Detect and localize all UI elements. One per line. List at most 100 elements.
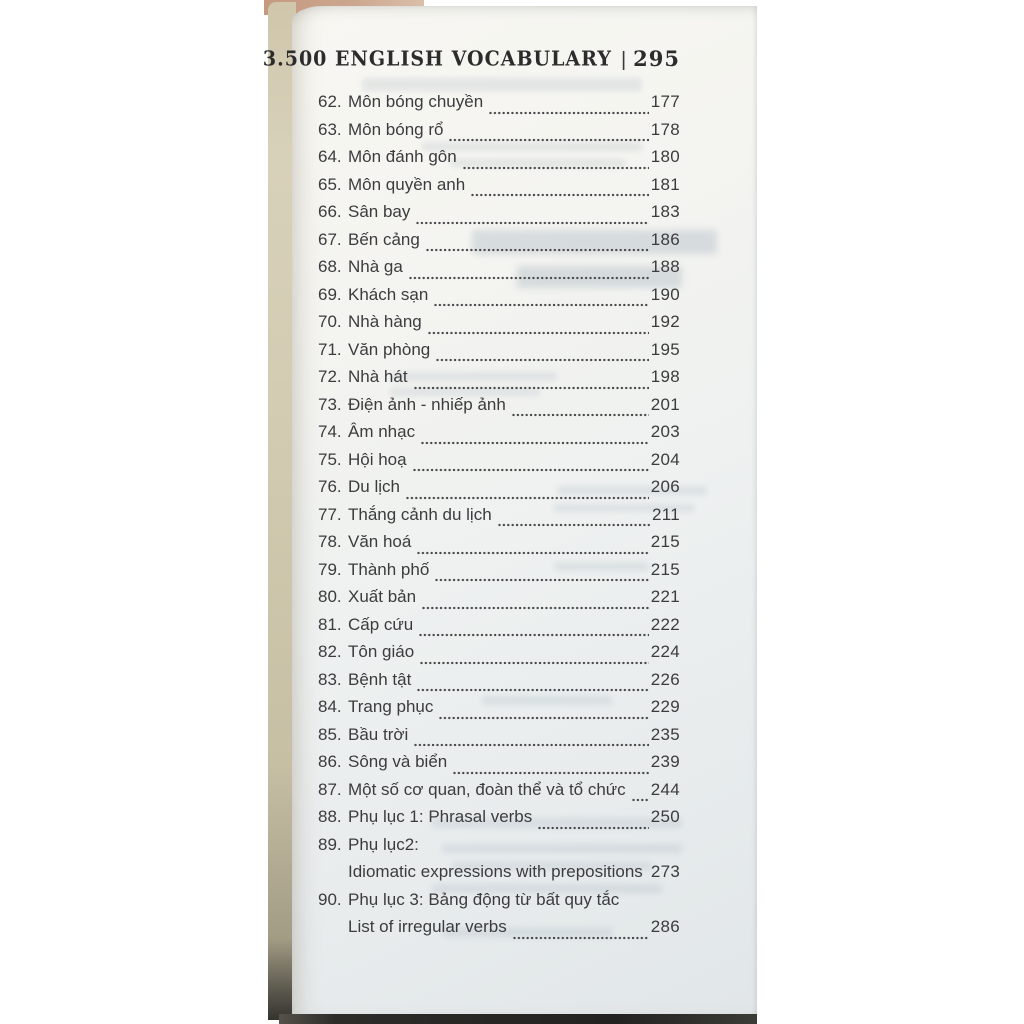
ghost-showthrough — [557, 486, 707, 495]
toc-entry: 75. Hội hoạ 204 — [318, 450, 680, 478]
toc-dotted-leader — [412, 468, 649, 472]
toc-entry-page: 178 — [650, 119, 680, 139]
toc-entry: 73. Điện ảnh - nhiếp ảnh 201 — [318, 395, 680, 423]
toc-entry-number: 89. — [318, 834, 342, 854]
toc-entry: 86. Sông và biển 239 — [318, 752, 680, 780]
toc-entry-page: 229 — [650, 697, 680, 716]
toc-dotted-leader — [453, 770, 649, 775]
toc-entry-number: 72. — [318, 367, 342, 386]
toc-entry: 81. Cấp cứu 222 — [318, 615, 680, 643]
toc-entry: 83. Bệnh tật 226 — [318, 670, 680, 698]
toc-entry-number: 80. — [318, 587, 342, 606]
toc-entry-number: 71. — [318, 339, 342, 359]
toc-entry-title: Phụ lục 3: Bảng động từ bất quy tắc — [348, 889, 620, 909]
toc-entry-title: Du lịch — [348, 477, 400, 496]
toc-dotted-leader — [419, 633, 649, 637]
toc-dotted-leader — [427, 330, 649, 335]
toc-entry-page: 215 — [650, 559, 680, 579]
ghost-showthrough — [482, 696, 612, 705]
toc-entry-number: 70. — [318, 312, 342, 331]
toc-entry-number: 66. — [318, 202, 342, 221]
toc-entry: 89. Phụ lục2: — [318, 835, 680, 863]
toc-dotted-leader — [497, 523, 650, 527]
toc-entry: 79. Thành phố 215 — [318, 560, 680, 588]
book-page-block-edge — [268, 2, 296, 1020]
ghost-showthrough — [362, 78, 642, 91]
toc-entry-title: Bến cảng — [348, 229, 420, 249]
ghost-showthrough — [554, 562, 649, 571]
toc-entry-number: 69. — [318, 284, 342, 304]
ghost-showthrough — [442, 928, 612, 937]
toc-entry-title: Điện ảnh - nhiếp ảnh — [348, 394, 506, 414]
toc-dotted-leader — [421, 440, 649, 445]
toc-entry-title: Bệnh tật — [348, 669, 412, 689]
toc-dotted-leader — [405, 495, 649, 500]
book-bottom-edge — [279, 1014, 757, 1024]
toc-entry: List of irregular verbs 286 — [318, 917, 680, 945]
toc-dotted-leader — [417, 688, 649, 692]
toc-entry: 72. Nhà hát 198 — [318, 367, 680, 395]
toc-entry: 80. Xuất bản 221 — [318, 587, 680, 615]
toc-dotted-leader — [449, 138, 649, 142]
toc-entry-number: 65. — [318, 174, 342, 194]
toc-entry-page: 180 — [650, 147, 680, 166]
toc-entry: 88. Phụ lục 1: Phrasal verbs 250 — [318, 807, 680, 835]
toc-dotted-leader — [434, 303, 649, 307]
toc-entry-title: Sông và biển — [348, 752, 448, 771]
toc-dotted-leader — [435, 578, 649, 582]
page-number: 295 — [633, 46, 680, 71]
toc-entry: 78. Văn hoá 215 — [318, 532, 680, 560]
toc-dotted-leader — [538, 825, 649, 830]
toc-dotted-leader — [471, 193, 649, 197]
toc-entry-number: 75. — [318, 449, 342, 469]
toc-entry-title: Thành phố — [348, 559, 430, 579]
toc-entry-page: 244 — [650, 779, 680, 799]
toc-entry-title: Nhà hàng — [348, 312, 422, 331]
toc-entry-number: 81. — [318, 614, 342, 634]
toc-entry-page: 181 — [650, 174, 680, 194]
toc-entry-title: Khách sạn — [348, 284, 429, 304]
toc-entry-title: Cấp cứu — [348, 614, 414, 634]
toc-dotted-leader — [489, 110, 649, 115]
toc-entry: 76. Du lịch 206 — [318, 477, 680, 505]
toc-entry: 66. Sân bay 183 — [318, 202, 680, 230]
toc-entry-number: 64. — [318, 147, 342, 166]
toc-entry-number: 87. — [318, 779, 342, 799]
toc-entry-number: 77. — [318, 504, 342, 524]
toc-dotted-leader — [422, 605, 649, 610]
toc-entry-title: Môn quyền anh — [348, 174, 466, 194]
toc: 62. Môn bóng chuyền 177 63. Môn bóng rổ 178 64… — [318, 92, 680, 945]
toc-entry-title: Phụ lục 1: Phrasal verbs — [348, 807, 533, 826]
toc-entry-page: 188 — [650, 257, 680, 276]
toc-entry-title: Trang phục — [348, 697, 434, 716]
running-head: 3.500 ENGLISH VOCABULARY | 295 — [263, 46, 680, 72]
toc-entry-page: 183 — [650, 202, 680, 221]
ghost-showthrough — [422, 142, 642, 151]
toc-entry-page: 239 — [650, 752, 680, 771]
toc-entry-number: 88. — [318, 807, 342, 826]
toc-entry: 65. Môn quyền anh 181 — [318, 175, 680, 203]
toc-entry: 62. Môn bóng chuyền 177 — [318, 92, 680, 120]
toc-entry: 77. Thắng cảnh du lịch 211 — [318, 505, 680, 533]
toc-entry: 82. Tôn giáo 224 — [318, 642, 680, 670]
toc-entry-title: Tôn giáo — [348, 642, 415, 661]
toc-entry-title: Thắng cảnh du lịch — [348, 504, 492, 524]
toc-entry-page: 215 — [650, 532, 680, 551]
toc-entry-title: Môn bóng chuyền — [348, 92, 484, 111]
toc-entry-page: 186 — [650, 229, 680, 249]
toc-entry: 74. Âm nhạc 203 — [318, 422, 680, 450]
toc-entry-title: Âm nhạc — [348, 422, 416, 441]
toc-entry-page: 198 — [650, 367, 680, 386]
toc-dotted-leader — [512, 935, 649, 940]
ghost-showthrough — [554, 504, 694, 512]
toc-entry-title: Idiomatic expressions with prepositions — [348, 862, 643, 881]
ghost-showthrough — [442, 844, 682, 853]
toc-dotted-leader — [408, 275, 649, 280]
toc-entry-page: 273 — [650, 862, 681, 881]
toc-entry: 68. Nhà ga 188 — [318, 257, 680, 285]
toc-dotted-leader — [511, 413, 649, 417]
toc-entry: 63. Môn bóng rổ 178 — [318, 120, 680, 148]
toc-entry-page: 250 — [650, 807, 680, 826]
ghost-showthrough — [432, 818, 682, 828]
toc-entry: 71. Văn phòng 195 — [318, 340, 680, 368]
